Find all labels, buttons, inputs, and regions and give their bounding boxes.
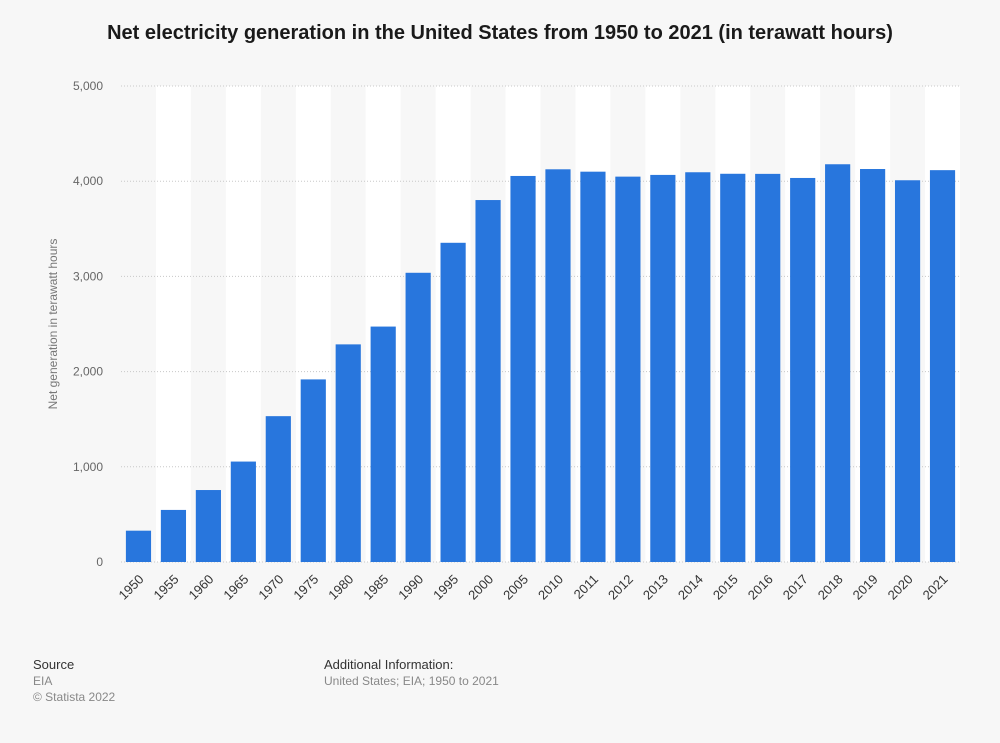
bar-1960 (195, 490, 221, 562)
x-tick-label: 1975 (290, 572, 321, 603)
x-tick-label: 2000 (465, 572, 496, 603)
bar-1970 (265, 416, 291, 562)
source-value: EIA (33, 674, 53, 688)
x-tick-label: 1950 (116, 572, 147, 603)
x-tick-label: 2016 (745, 572, 776, 603)
bar-2012 (615, 176, 641, 562)
x-tick-label: 1995 (430, 572, 461, 603)
x-tick-label: 2018 (815, 572, 846, 603)
x-tick-label: 2021 (920, 572, 951, 603)
x-tick-label: 1970 (255, 572, 286, 603)
copyright: © Statista 2022 (33, 690, 116, 704)
x-tick-label: 2013 (640, 572, 671, 603)
bar-2014 (685, 172, 711, 562)
x-tick-label: 2014 (675, 572, 706, 603)
x-tick-label: 1955 (151, 572, 182, 603)
x-tick-label: 1960 (185, 572, 216, 603)
bar-2013 (650, 174, 676, 562)
y-tick-label: 3,000 (73, 269, 103, 283)
bar-2018 (825, 164, 851, 562)
x-tick-label: 1965 (220, 572, 251, 603)
bar-2017 (790, 177, 816, 562)
y-tick-label: 5,000 (73, 79, 103, 93)
bar-1980 (335, 344, 361, 562)
y-tick-label: 0 (96, 555, 103, 569)
x-tick-label: 2017 (780, 572, 811, 603)
x-tick-label: 1990 (395, 572, 426, 603)
bar-2016 (755, 173, 781, 562)
source-label: Source (33, 657, 75, 672)
bar-1990 (405, 272, 431, 562)
x-tick-label: 2019 (850, 572, 881, 603)
column-band (155, 86, 191, 562)
bar-1985 (370, 326, 396, 562)
additional-info-value[interactable]: United States; EIA; 1950 to 2021 (324, 674, 499, 688)
bar-2000 (475, 200, 501, 562)
x-tick-label: 2012 (605, 572, 636, 603)
bar-2010 (545, 169, 571, 563)
x-tick-label: 2020 (885, 572, 916, 603)
y-tick-label: 4,000 (73, 174, 103, 188)
x-tick-label: 1980 (325, 572, 356, 603)
x-tick-label: 2015 (710, 572, 741, 603)
bar-2019 (860, 169, 886, 562)
x-tick-label: 2011 (571, 572, 601, 602)
source-block: Source EIA © Statista 2022 (33, 657, 115, 705)
y-axis-label: Net generation in terawatt hours (46, 239, 60, 410)
bar-2020 (894, 180, 921, 563)
x-tick-label: 2005 (500, 572, 531, 603)
bar-2015 (720, 173, 746, 562)
bar-1965 (230, 461, 256, 562)
bar-1975 (300, 379, 326, 562)
bar-2021 (929, 170, 956, 562)
additional-info-label: Additional Information: (324, 657, 454, 672)
bar-2005 (510, 175, 536, 563)
bar-1995 (440, 242, 466, 562)
y-tick-label: 2,000 (73, 365, 103, 379)
x-tick-label: 2010 (535, 572, 566, 603)
y-tick-label: 1,000 (73, 460, 103, 474)
bar-2011 (580, 171, 606, 562)
chart-title: Net electricity generation in the United… (107, 22, 893, 44)
x-tick-label: 1985 (360, 572, 391, 603)
additional-info-block: Additional Information: United States; E… (324, 657, 499, 689)
bar-1950 (125, 530, 152, 562)
bar-1955 (160, 509, 187, 562)
